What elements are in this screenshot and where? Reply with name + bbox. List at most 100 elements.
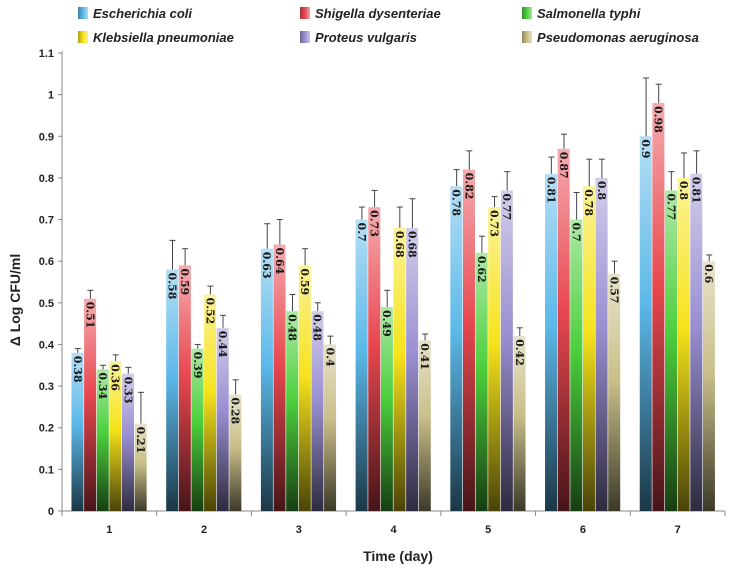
data-label: 0.78	[582, 189, 595, 216]
bar	[96, 369, 109, 511]
data-label: 0.8	[595, 181, 608, 200]
data-label: 0.81	[690, 177, 703, 204]
legend-swatch	[78, 7, 88, 19]
data-label: 0.64	[273, 248, 286, 275]
legend-item: Salmonella typhi	[522, 6, 641, 21]
data-label: 0.87	[557, 152, 570, 179]
data-label: 0.33	[121, 377, 134, 404]
data-label: 0.62	[475, 256, 488, 283]
data-label: 0.41	[418, 343, 431, 370]
data-label: 0.9	[639, 139, 652, 158]
data-label: 0.34	[96, 372, 109, 399]
legend-label: Salmonella typhi	[537, 6, 641, 21]
data-label: 0.68	[393, 231, 406, 258]
y-tick-label: 0.2	[39, 423, 54, 435]
legend-swatch	[300, 31, 310, 43]
bar	[109, 361, 122, 511]
data-label: 0.77	[500, 193, 513, 220]
data-label: 0.98	[652, 106, 665, 133]
data-label: 0.28	[229, 397, 242, 424]
x-tick-label: 5	[485, 524, 491, 536]
bars	[71, 102, 715, 512]
bar	[557, 148, 570, 511]
data-label: 0.4	[323, 347, 336, 366]
y-axis-title: Δ Log CFU/ml	[7, 254, 23, 347]
legend-label: Shigella dysenteriae	[315, 6, 441, 21]
bar	[450, 186, 463, 511]
data-label: 0.52	[203, 297, 216, 324]
bar	[311, 311, 324, 511]
bar	[273, 244, 286, 511]
legend-item: Proteus vulgaris	[300, 30, 417, 45]
legend-label: Proteus vulgaris	[315, 30, 417, 45]
legend: Escherichia coli Shigella dysenteriae Salm…	[78, 6, 699, 45]
legend-label: Pseudomonas aeruginosa	[537, 30, 699, 45]
y-tick-label: 0.9	[39, 131, 54, 143]
legend-item: Pseudomonas aeruginosa	[522, 30, 699, 45]
legend-swatch	[522, 7, 532, 19]
x-axis: 1 2 3 4 5 6 7	[61, 510, 726, 536]
y-tick-label: 1	[48, 90, 54, 102]
bar	[134, 423, 147, 511]
bar	[286, 311, 299, 511]
bar	[355, 219, 368, 511]
y-tick-label: 0.7	[39, 215, 54, 227]
bar	[677, 177, 690, 511]
bar	[324, 344, 337, 511]
data-label: 0.78	[450, 189, 463, 216]
data-label: 0.44	[216, 331, 229, 358]
y-tick-label: 0.4	[39, 339, 55, 351]
y-tick-label: 0.5	[39, 298, 54, 310]
bar	[368, 207, 381, 511]
x-tick-label: 7	[675, 524, 681, 536]
data-labels: 0.380.510.34 0.36 0.330.210.58 0.590.390.52…	[71, 106, 715, 453]
error-bars	[74, 77, 713, 424]
y-tick-label: 0	[48, 506, 54, 518]
bar	[393, 227, 406, 511]
bar	[229, 394, 242, 511]
bar	[500, 190, 513, 511]
bar	[380, 306, 393, 511]
bar	[582, 186, 595, 511]
data-label: 0.81	[544, 177, 557, 204]
x-tick-label: 3	[296, 524, 302, 536]
bar	[462, 169, 475, 511]
legend-item: Klebsiella pneumoniae	[78, 30, 234, 45]
legend-swatch	[300, 7, 310, 19]
bar	[570, 219, 583, 511]
data-label: 0.68	[405, 231, 418, 258]
legend-label: Klebsiella pneumoniae	[93, 30, 234, 45]
data-label: 0.38	[71, 356, 84, 383]
legend-swatch	[522, 31, 532, 43]
bar	[204, 294, 217, 511]
data-label: 0.58	[166, 273, 179, 300]
bar	[121, 373, 135, 511]
bar	[665, 190, 678, 511]
x-tick-label: 6	[580, 524, 586, 536]
bar	[595, 177, 608, 511]
x-tick-label: 2	[201, 524, 207, 536]
data-label: 0.21	[134, 427, 147, 454]
bar	[166, 269, 179, 511]
bar	[418, 340, 431, 511]
data-label: 0.39	[191, 352, 204, 379]
data-label: 0.57	[608, 277, 621, 304]
data-label: 0.48	[285, 314, 298, 341]
data-label: 0.6	[702, 264, 715, 283]
bar	[608, 273, 621, 511]
bar	[71, 352, 84, 511]
data-label: 0.63	[260, 252, 273, 279]
bar	[652, 102, 665, 512]
y-tick-label: 0.6	[39, 256, 54, 268]
data-label: 0.73	[488, 210, 501, 237]
data-label: 0.77	[664, 193, 677, 220]
data-label: 0.73	[368, 210, 381, 237]
legend-item: Escherichia coli	[78, 6, 192, 21]
bar	[178, 265, 191, 511]
data-label: 0.36	[109, 364, 122, 391]
bar	[298, 265, 311, 511]
bar	[191, 348, 204, 511]
bar	[545, 173, 558, 511]
bar	[488, 207, 501, 511]
